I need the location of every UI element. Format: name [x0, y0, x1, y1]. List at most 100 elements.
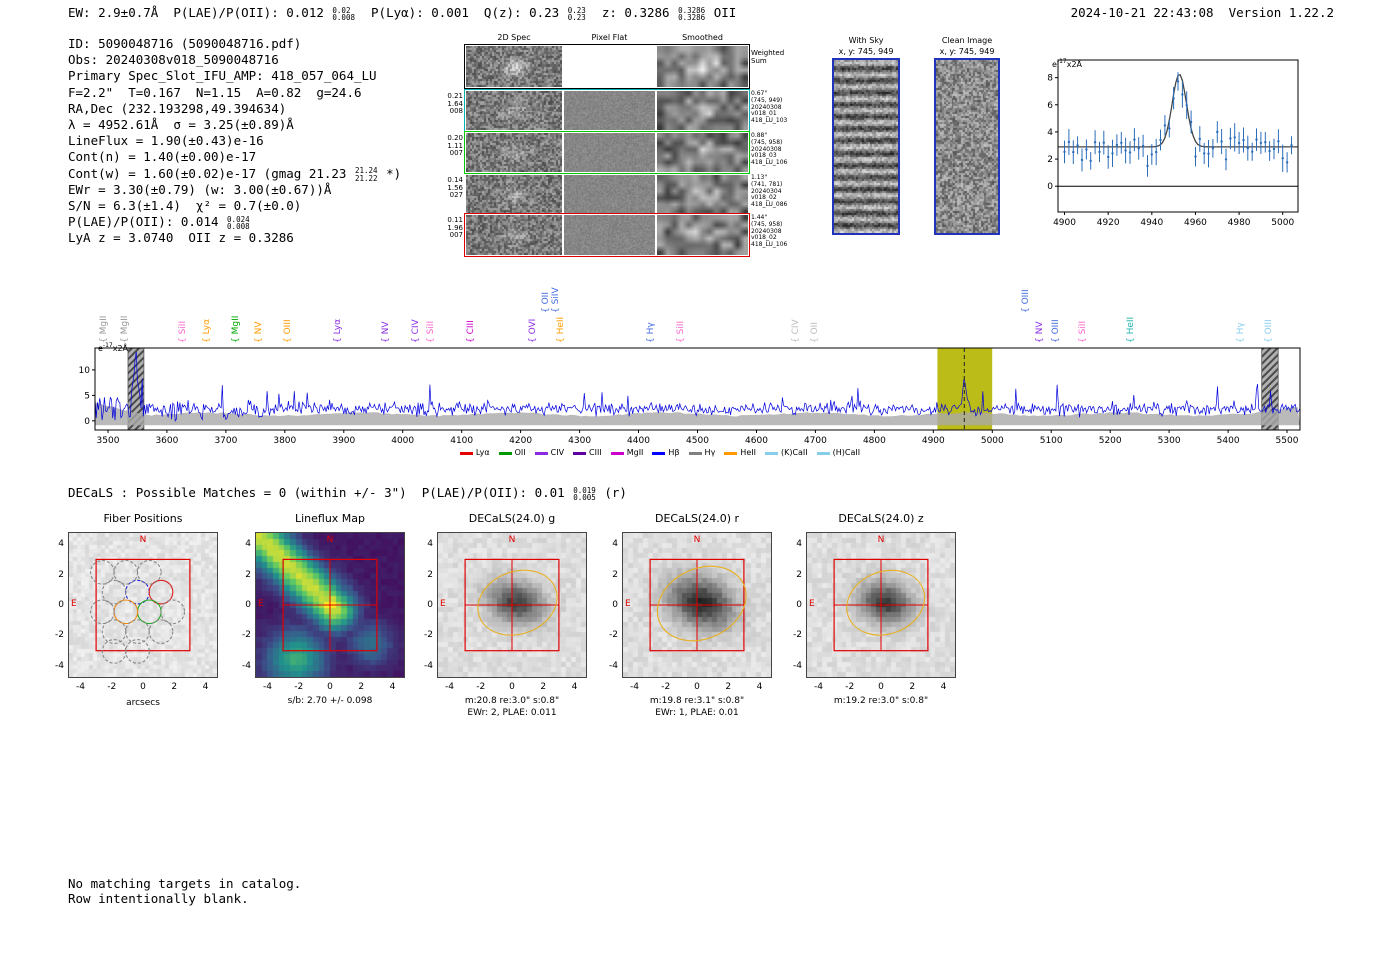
data-point	[1285, 161, 1289, 164]
compass-north-label: N	[139, 535, 147, 545]
panel-y-tick-label: 4	[245, 539, 251, 550]
panel-x-tick-label: -4	[76, 682, 85, 692]
panel-y-tick-label: 2	[427, 569, 433, 580]
data-point	[1264, 141, 1267, 144]
cutout-image-sum-col1	[564, 46, 655, 87]
text-run: z: 0.3286	[586, 5, 678, 20]
legend-label: (H)CaII	[832, 448, 861, 458]
cutout-row-border	[464, 213, 750, 257]
error-band	[95, 403, 1300, 426]
spectral-line-label: { OIII	[1020, 289, 1031, 313]
x-tick-label: 4900	[922, 436, 945, 446]
stat-line: 007	[449, 231, 463, 239]
info-line: S/N = 6.3(±1.4) χ² = 0.7(±0.0)	[68, 198, 498, 215]
annotation-line: v018_03	[751, 152, 777, 160]
data-point	[1281, 157, 1284, 160]
cutout-image-fiber2-col2	[657, 133, 748, 172]
decals-summary: DECaLS : Possible Matches = 0 (within +/…	[68, 485, 828, 502]
data-point	[1137, 147, 1140, 150]
data-point	[1216, 130, 1219, 134]
panel-x-tick-label: 0	[327, 682, 333, 692]
legend-label: OII	[514, 448, 526, 458]
compass-east-label: E	[809, 599, 815, 609]
source-ellipse	[477, 569, 558, 636]
cutout-column-header: Pixel Flat	[591, 33, 628, 42]
with-sky-image	[834, 60, 898, 233]
source-ellipse	[846, 569, 926, 636]
data-point	[1176, 80, 1180, 83]
annotation-sup: -17	[102, 342, 113, 349]
spectral-line-label: { CIII	[465, 320, 476, 343]
panel-y-tick-label: -4	[55, 660, 64, 671]
stat-line: 007	[449, 149, 463, 157]
panel-x-tick-label: 4	[202, 682, 209, 692]
annotation-line: 418_LU_106	[751, 159, 788, 167]
panel-x-tick-label: 2	[725, 682, 732, 692]
x-tick-label: 4400	[627, 436, 650, 446]
source-ellipse	[656, 565, 747, 642]
legend-label: CIII	[589, 448, 602, 458]
spectral-line-label: { SiII	[426, 320, 437, 343]
panel-caption: m:19.8 re:3.1" s:0.8"	[649, 696, 745, 706]
stat-line: 0.14	[447, 176, 463, 184]
cutout-row-annotation: 0.67" (745, 949) 20240308 v018_01 418_LU_103	[751, 90, 799, 131]
legend-label: MgII	[626, 448, 644, 458]
panel-x-tick-label: -2	[294, 682, 304, 692]
panel-x-tick-label: 2	[171, 682, 178, 692]
legend-swatch	[498, 451, 512, 455]
legend-item: OII	[498, 448, 526, 458]
legend-item: CIV	[534, 448, 564, 458]
x-tick-label: 4000	[391, 436, 414, 446]
y-tick-label: 5	[84, 391, 90, 401]
compass-east-label: E	[71, 599, 77, 609]
cutout-row-border	[464, 44, 750, 89]
stacked-uncertainty: 0.23 0.23	[567, 5, 586, 22]
sky-panel-frame	[832, 58, 900, 235]
text-run: Obs: 20240308v018_5090048716	[68, 52, 279, 68]
panel-y-tick-label: -2	[55, 630, 64, 641]
compass-east-label: E	[625, 599, 631, 609]
stat-line: 1.56	[447, 183, 463, 192]
panel-x-tick-label: -2	[661, 682, 671, 692]
data-point	[1124, 149, 1127, 152]
annotation-line: 418_LU_103	[751, 117, 788, 125]
panel-x-tick-label: -2	[107, 682, 117, 692]
spectral-line-label: { Hγ	[1235, 322, 1246, 343]
cutout-image-fiber1-col0	[466, 91, 562, 130]
annotation-line: 1.13"	[751, 174, 768, 181]
annotation-text: e	[1052, 60, 1057, 69]
data-point	[1063, 150, 1066, 154]
info-line: EWr = 3.30(±0.79) (w: 3.00(±0.67))Å	[68, 182, 498, 199]
data-point	[1203, 152, 1206, 155]
data-point	[1159, 138, 1162, 142]
stat-line: 1.64	[447, 99, 463, 108]
data-point	[1255, 138, 1258, 141]
compass-north-label: N	[693, 535, 701, 545]
sky-panel-subtitle: x, y: 745, 949	[939, 47, 995, 56]
legend-swatch	[610, 451, 624, 455]
text-run: RA,Dec (232.193298,49.394634)	[68, 100, 287, 116]
data-point	[1229, 137, 1232, 140]
info-line: Obs: 20240308v018_5090048716	[68, 52, 498, 69]
spectral-line-label: { MgII	[231, 315, 242, 343]
x-tick-label: 4700	[804, 436, 827, 446]
panel-x-tick-label: 4	[756, 682, 763, 692]
panel-caption: m:20.8 re:3.0" s:0.8"	[464, 696, 560, 706]
x-tick-label: 4100	[450, 436, 473, 446]
data-point	[1120, 141, 1123, 144]
spectral-line-label: { NV	[1035, 321, 1046, 343]
plot-frame	[1057, 59, 1299, 213]
x-tick-label: 3700	[214, 436, 237, 446]
text-run: S/N = 6.3(±1.4) χ² = 0.7(±0.0)	[68, 198, 302, 213]
cutout-image-fiber4-col2	[657, 215, 748, 255]
x-tick-label: 5400	[1217, 436, 1240, 446]
zoom-plot-unit-annotation: e-17x2Å	[1052, 57, 1122, 69]
y-tick-label: 6	[1047, 101, 1053, 111]
data-point	[1102, 141, 1105, 144]
panel-y-tick-label: 0	[58, 600, 64, 610]
panel-y-tick-label: 4	[796, 539, 802, 550]
data-point	[1150, 153, 1153, 156]
cutout-image-fiber1-col2	[657, 91, 748, 130]
panel-x-tick-label: -4	[263, 682, 272, 692]
cutout-image-fiber2-col0	[466, 133, 562, 172]
